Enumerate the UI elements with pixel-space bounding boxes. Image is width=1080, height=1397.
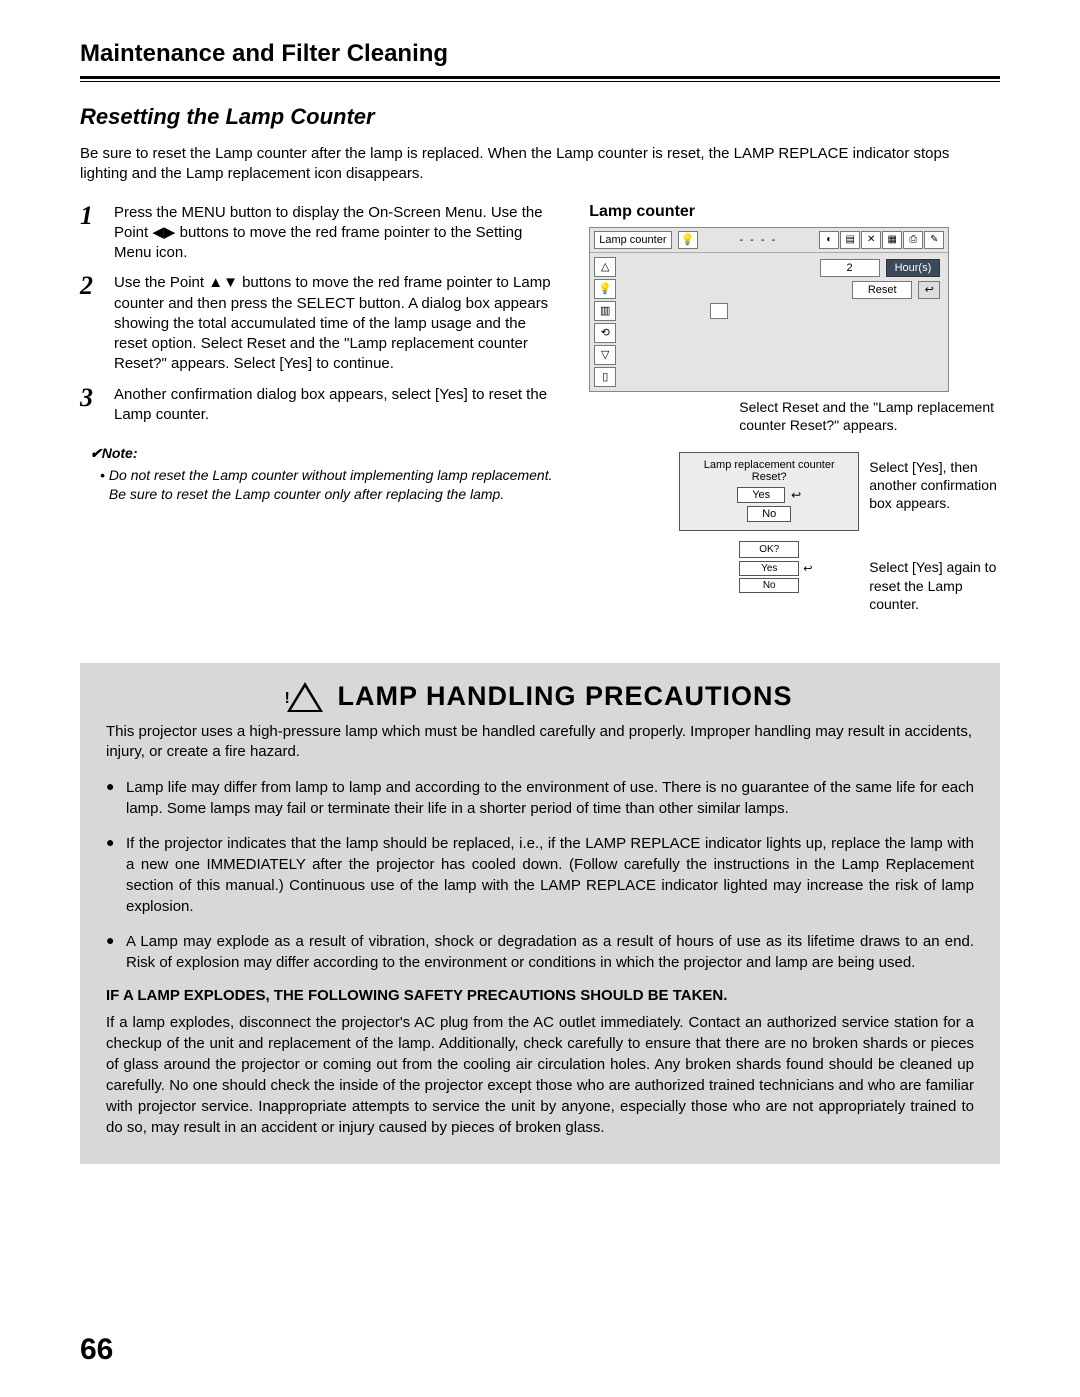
caption-confirm: Select [Yes], then another confirmation … [869, 458, 1000, 513]
menu-icon: ▥ [594, 301, 616, 321]
precautions-title: LAMP HANDLING PRECAUTIONS [337, 681, 792, 712]
menu-icon [710, 303, 728, 319]
yes-button: Yes [739, 561, 799, 576]
bullet-text: Lamp life may differ from lamp to lamp a… [126, 777, 974, 819]
step-number: 1 [80, 203, 102, 264]
bullet-text: A Lamp may explode as a result of vibrat… [126, 931, 974, 973]
warning-icon: ! [287, 682, 323, 712]
menu-icon: ▤ [840, 231, 860, 249]
menu-icon: ✕ [861, 231, 881, 249]
menu-icon: ⟲ [594, 323, 616, 343]
lamp-counter-menu: Lamp counter 💡 - - - - ◐ ▤ ✕ ▦ ⎙ ✎ △ [589, 227, 949, 392]
diagram-column: Lamp counter Lamp counter 💡 - - - - ◐ ▤ … [589, 203, 1000, 614]
hours-value: 2 [820, 259, 880, 277]
step-number: 3 [80, 385, 102, 426]
lamp-counter-title: Lamp counter [589, 203, 1000, 221]
divider-thin [80, 81, 1000, 82]
menu-icon: ⎙ [903, 231, 923, 249]
reset-dialog: Lamp replacement counter Reset? Yes ↩ No [679, 452, 859, 531]
down-icon: ▽ [594, 345, 616, 365]
no-button: No [747, 506, 791, 522]
up-icon: △ [594, 257, 616, 277]
page-number: 66 [80, 1333, 113, 1367]
no-button: No [739, 578, 799, 593]
menu-icon: ◐ [819, 231, 839, 249]
step-2: 2 Use the Point ▲▼ buttons to move the r… [80, 273, 559, 374]
menu-icon: ✎ [924, 231, 944, 249]
hours-label: Hour(s) [886, 259, 941, 277]
menu-icon: ▯ [594, 367, 616, 387]
lamp-icon: 💡 [678, 231, 698, 249]
caption-reset-again: Select [Yes] again to reset the Lamp cou… [869, 558, 1000, 613]
menu-dashes: - - - - [704, 234, 814, 246]
bullet-text: If the projector indicates that the lamp… [126, 833, 974, 917]
step-text: Another confirmation dialog box appears,… [114, 385, 559, 426]
precautions-intro: This projector uses a high-pressure lamp… [106, 722, 974, 763]
explode-text: If a lamp explodes, disconnect the proje… [106, 1012, 974, 1138]
menu-label: Lamp counter [594, 231, 671, 249]
back-arrow-icon: ↩ [791, 488, 801, 502]
chapter-title: Maintenance and Filter Cleaning [80, 40, 1000, 68]
intro-text: Be sure to reset the Lamp counter after … [80, 144, 1000, 185]
precaution-bullet: ● Lamp life may differ from lamp to lamp… [106, 777, 974, 819]
precautions-box: ! LAMP HANDLING PRECAUTIONS This project… [80, 663, 1000, 1164]
section-title: Resetting the Lamp Counter [80, 104, 1000, 130]
precaution-bullet: ● A Lamp may explode as a result of vibr… [106, 931, 974, 973]
ok-dialog: OK? [739, 541, 799, 558]
step-text: Press the MENU button to display the On-… [114, 203, 559, 264]
step-text: Use the Point ▲▼ buttons to move the red… [114, 273, 559, 374]
back-arrow-icon: ↩ [918, 281, 940, 299]
precaution-bullet: ● If the projector indicates that the la… [106, 833, 974, 917]
step-1: 1 Press the MENU button to display the O… [80, 203, 559, 264]
yes-button: Yes [737, 487, 785, 503]
step-3: 3 Another confirmation dialog box appear… [80, 385, 559, 426]
step-number: 2 [80, 273, 102, 374]
lamp-icon: 💡 [594, 279, 616, 299]
bullet-icon: ● [106, 833, 118, 917]
note-text: Do not reset the Lamp counter without im… [109, 466, 559, 504]
bullet-icon: ● [106, 931, 118, 973]
reset-option: Reset [852, 281, 912, 299]
dialog-text: Lamp replacement counter Reset? [688, 459, 850, 483]
menu-icon: ▦ [882, 231, 902, 249]
back-arrow-icon: ↩ [803, 562, 812, 575]
note-label: ✔Note: [90, 445, 559, 462]
note-bullet: • [100, 466, 105, 504]
caption-reset: Select Reset and the "Lamp replacement c… [739, 398, 1000, 434]
bullet-icon: ● [106, 777, 118, 819]
steps-column: 1 Press the MENU button to display the O… [80, 203, 559, 614]
explode-heading: IF A LAMP EXPLODES, THE FOLLOWING SAFETY… [106, 987, 974, 1004]
divider-thick [80, 76, 1000, 79]
